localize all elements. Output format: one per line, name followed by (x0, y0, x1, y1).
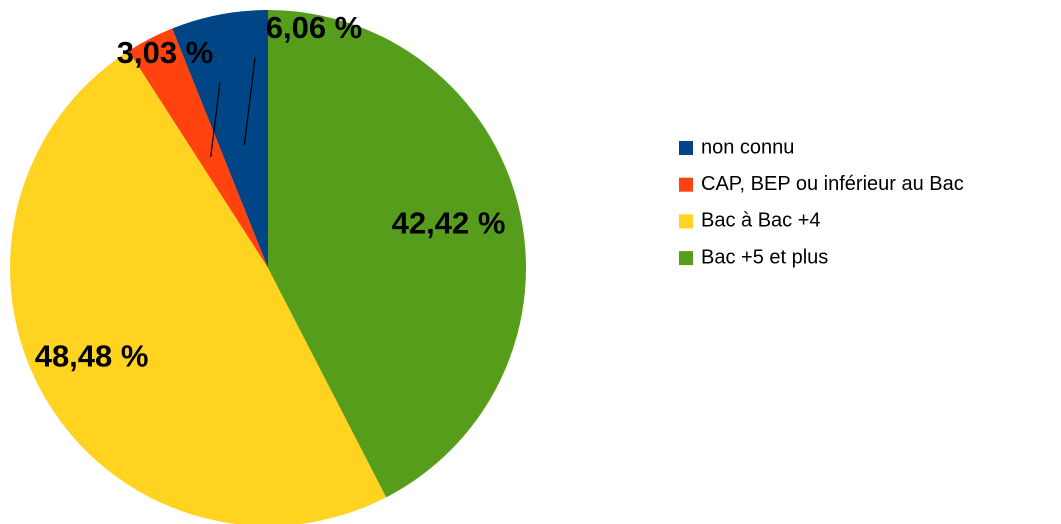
legend-swatch (679, 177, 693, 192)
pie-slice (172, 10, 268, 268)
leader-line (210, 81, 221, 157)
legend-label: Bac +5 et plus (701, 246, 828, 268)
data-label: 48,48 % (35, 338, 149, 373)
legend-label: Bac à Bac +4 (701, 210, 821, 232)
legend-label: CAP, BEP ou inférieur au Bac (701, 173, 964, 195)
data-label: 42,42 % (392, 206, 506, 241)
legend-swatch (679, 141, 693, 155)
pie-slice (128, 28, 268, 268)
pie-slice (268, 10, 526, 498)
data-label: 6,06 % (266, 10, 363, 45)
legend-swatch (679, 251, 693, 266)
data-label: 3,03 % (117, 35, 214, 70)
legend-swatch (679, 214, 693, 229)
legend-label: non connu (701, 136, 794, 158)
pie-slice (10, 50, 387, 524)
leader-line (243, 57, 256, 146)
